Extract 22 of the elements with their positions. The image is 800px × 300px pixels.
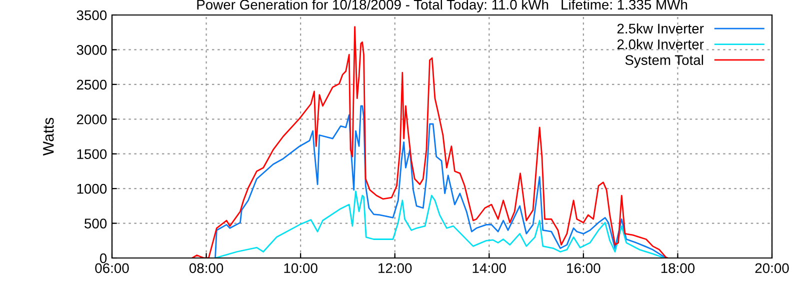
legend-label: 2.5kw Inverter	[617, 23, 704, 34]
x-tick-label: 12:00	[378, 263, 412, 274]
line-series	[214, 190, 666, 258]
x-tick-label: 18:00	[661, 263, 695, 274]
legend-label: 2.0kw Inverter	[617, 39, 704, 50]
y-tick-label: 1500	[77, 149, 107, 160]
x-tick-label: 20:00	[755, 263, 789, 274]
y-axis-title: Watts	[43, 118, 54, 156]
y-tick-label: 3000	[76, 45, 107, 55]
y-tick-label: 3500	[76, 10, 107, 20]
y-tick-label: 0	[100, 253, 107, 264]
x-tick-label: 10:00	[284, 263, 318, 274]
x-tick-label: 14:00	[472, 263, 506, 274]
legend-label: System Total	[625, 54, 704, 68]
y-tick-label: 2000	[76, 114, 107, 124]
x-tick-label: 08:00	[189, 263, 224, 274]
line-series	[214, 105, 667, 258]
x-tick-label: 16:00	[567, 263, 600, 274]
y-tick-label: 2500	[76, 80, 107, 90]
x-tick-label: 06:00	[95, 263, 129, 274]
y-tick-label: 1000	[77, 184, 107, 194]
y-tick-label: 500	[84, 218, 107, 228]
